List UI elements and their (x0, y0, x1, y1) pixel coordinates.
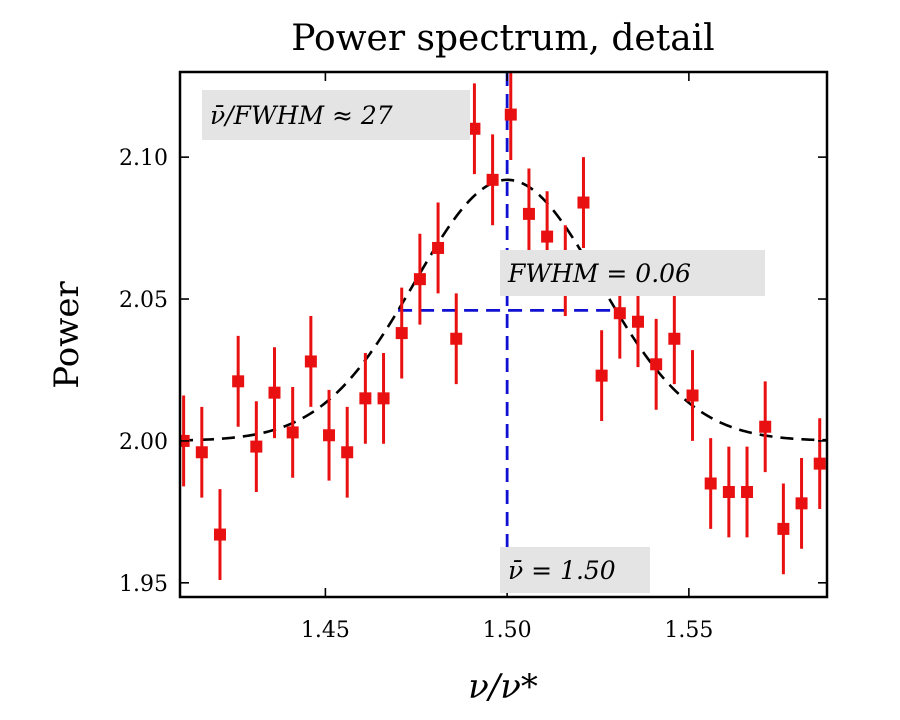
annotation-center: ν̄ = 1.50 (500, 547, 650, 593)
data-point (631, 315, 644, 328)
y-tick-label: 1.95 (119, 572, 168, 597)
data-point (359, 392, 372, 405)
data-point (450, 332, 463, 345)
data-point (377, 392, 390, 405)
data-point (395, 327, 408, 340)
plot-contents (180, 72, 862, 597)
plot-area: 1.45 1.50 1.55 1.95 2.00 2.05 2.10 (119, 70, 862, 643)
data-point (650, 358, 663, 371)
fit-curve (180, 178, 827, 442)
data-point (304, 355, 317, 368)
data-point (741, 486, 754, 498)
data-point (286, 426, 299, 439)
data-point (268, 386, 281, 399)
data-point (250, 440, 263, 453)
axes-frame (178, 70, 829, 599)
data-point (668, 332, 681, 345)
data-point (486, 173, 499, 186)
data-point (577, 196, 590, 209)
data-point (832, 523, 844, 535)
data-point (795, 497, 808, 510)
annotation-ratio: ν̄/FWHM ≈ 27 (202, 90, 470, 140)
annotation-fwhm-text: FWHM = 0.06 (507, 259, 691, 288)
x-tick-label: 1.50 (483, 618, 532, 643)
data-point (759, 420, 772, 433)
chart-title: Power spectrum, detail (291, 18, 714, 59)
data-point (213, 528, 226, 541)
annotation-center-text: ν̄ = 1.50 (508, 556, 616, 585)
data-point (522, 207, 535, 220)
data-point (504, 108, 517, 121)
data-point (850, 506, 862, 518)
annotation-fwhm-box (500, 250, 765, 296)
data-point (777, 522, 790, 535)
x-tick-label: 1.55 (664, 618, 713, 643)
data-point (195, 446, 208, 459)
annotation-ratio-box (202, 90, 470, 140)
data-point (323, 429, 336, 442)
data-point (722, 486, 735, 498)
data-point (432, 241, 445, 254)
x-axis-label: ν/ν* (468, 667, 538, 707)
data-point (232, 375, 245, 388)
data-point (704, 477, 717, 490)
annotation-center-box (500, 547, 650, 593)
data-point (613, 307, 626, 320)
data-point (813, 457, 826, 470)
data-point (686, 389, 699, 402)
y-tick-label: 2.00 (119, 430, 168, 455)
x-tick-label: 1.45 (301, 618, 350, 643)
y-axis-label: Power (47, 281, 87, 389)
annotation-fwhm: FWHM = 0.06 (500, 250, 765, 296)
annotation-ratio-text: ν̄/FWHM ≈ 27 (210, 101, 393, 130)
data-point (413, 273, 426, 286)
data-point (468, 122, 481, 135)
data-point (595, 369, 608, 382)
data-point (541, 230, 554, 243)
y-tick-label: 2.10 (119, 146, 168, 171)
data-point (341, 446, 354, 459)
y-tick-label: 2.05 (119, 288, 168, 313)
